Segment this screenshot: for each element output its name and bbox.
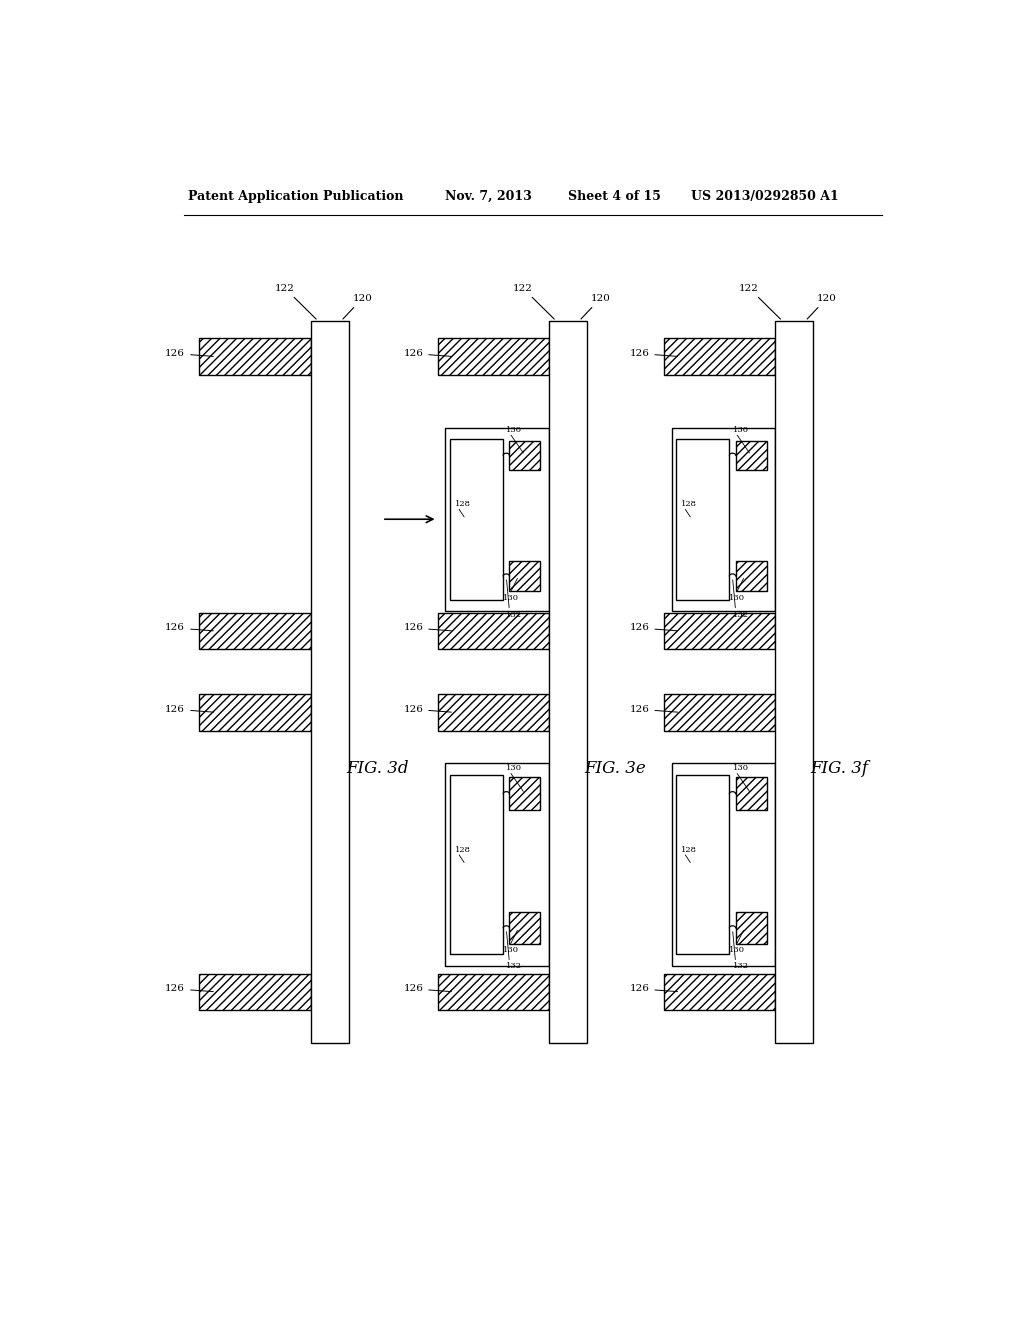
- Text: 130: 130: [729, 594, 745, 602]
- Text: 126: 126: [165, 348, 213, 358]
- Bar: [664, 338, 775, 375]
- Text: 130: 130: [732, 764, 749, 772]
- Text: 130: 130: [506, 426, 522, 434]
- Text: 120: 120: [807, 294, 837, 319]
- Text: 120: 120: [581, 294, 610, 319]
- Text: 126: 126: [630, 985, 678, 993]
- Text: 126: 126: [403, 623, 452, 632]
- Bar: [676, 775, 729, 954]
- Text: FIG. 3d: FIG. 3d: [346, 760, 409, 776]
- Text: 126: 126: [403, 985, 452, 993]
- Bar: [509, 561, 541, 590]
- Text: 126: 126: [630, 348, 678, 358]
- Text: 128: 128: [681, 846, 697, 854]
- Bar: [735, 561, 767, 590]
- Bar: [437, 338, 549, 375]
- Text: 132: 132: [506, 962, 522, 970]
- Text: 132: 132: [732, 962, 749, 970]
- Bar: [735, 912, 767, 944]
- Bar: [437, 694, 549, 731]
- Bar: [437, 974, 549, 1010]
- Text: 122: 122: [739, 284, 780, 319]
- Bar: [200, 974, 310, 1010]
- Bar: [664, 974, 775, 1010]
- Text: 126: 126: [403, 348, 452, 358]
- Bar: [450, 438, 503, 599]
- Text: 132: 132: [732, 611, 749, 619]
- Bar: [676, 438, 729, 599]
- Text: 130: 130: [729, 946, 745, 954]
- Text: US 2013/0292850 A1: US 2013/0292850 A1: [691, 190, 840, 202]
- Bar: [549, 321, 587, 1043]
- Text: FIG. 3e: FIG. 3e: [585, 760, 646, 776]
- Text: 126: 126: [165, 705, 213, 714]
- Bar: [664, 694, 775, 731]
- Bar: [735, 441, 767, 470]
- Text: 126: 126: [630, 705, 678, 714]
- Bar: [445, 763, 549, 966]
- Text: 132: 132: [506, 611, 522, 619]
- Bar: [310, 321, 348, 1043]
- Text: 130: 130: [732, 426, 749, 434]
- Bar: [200, 612, 310, 649]
- Bar: [664, 612, 775, 649]
- Text: 126: 126: [165, 985, 213, 993]
- Bar: [200, 694, 310, 731]
- Text: 120: 120: [343, 294, 373, 319]
- Bar: [200, 338, 310, 375]
- Text: 122: 122: [274, 284, 316, 319]
- Text: 122: 122: [513, 284, 554, 319]
- Bar: [509, 777, 541, 810]
- Bar: [445, 428, 549, 611]
- Text: 130: 130: [506, 764, 522, 772]
- Text: 126: 126: [165, 623, 213, 632]
- Text: 126: 126: [403, 705, 452, 714]
- Text: Sheet 4 of 15: Sheet 4 of 15: [568, 190, 662, 202]
- Bar: [437, 612, 549, 649]
- Bar: [450, 775, 503, 954]
- Text: 130: 130: [503, 594, 519, 602]
- Text: 128: 128: [455, 846, 471, 854]
- Bar: [672, 428, 775, 611]
- Bar: [509, 912, 541, 944]
- Text: 126: 126: [630, 623, 678, 632]
- Bar: [672, 763, 775, 966]
- Bar: [509, 441, 541, 470]
- Text: Patent Application Publication: Patent Application Publication: [187, 190, 403, 202]
- Text: 128: 128: [455, 500, 471, 508]
- Bar: [735, 777, 767, 810]
- Text: 130: 130: [503, 946, 519, 954]
- Bar: [775, 321, 813, 1043]
- Text: Nov. 7, 2013: Nov. 7, 2013: [445, 190, 532, 202]
- Text: 128: 128: [681, 500, 697, 508]
- Text: FIG. 3f: FIG. 3f: [811, 760, 868, 776]
